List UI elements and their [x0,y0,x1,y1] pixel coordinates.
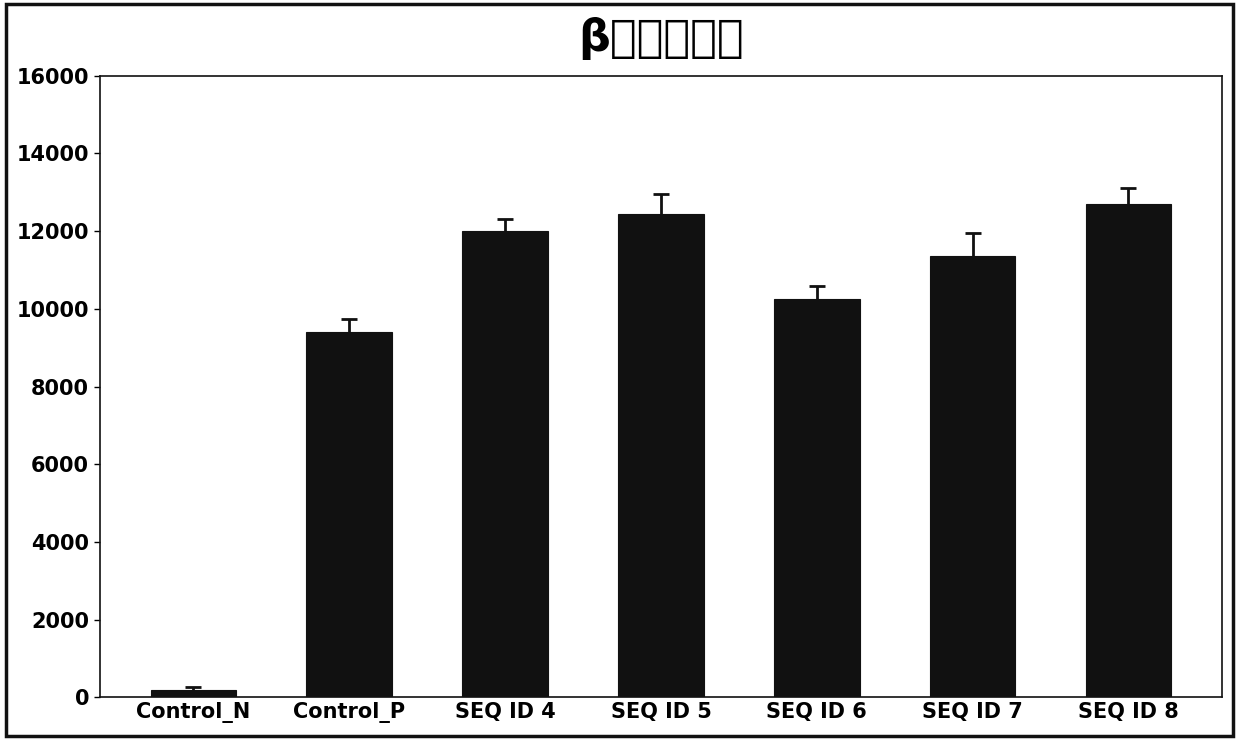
Bar [929,256,1016,698]
Bar [151,690,237,698]
Bar [618,214,704,698]
Title: β地中海贫血: β地中海贫血 [579,17,743,60]
Bar [1085,204,1171,698]
Bar [774,299,860,698]
Bar [462,231,548,698]
Bar [306,332,393,698]
